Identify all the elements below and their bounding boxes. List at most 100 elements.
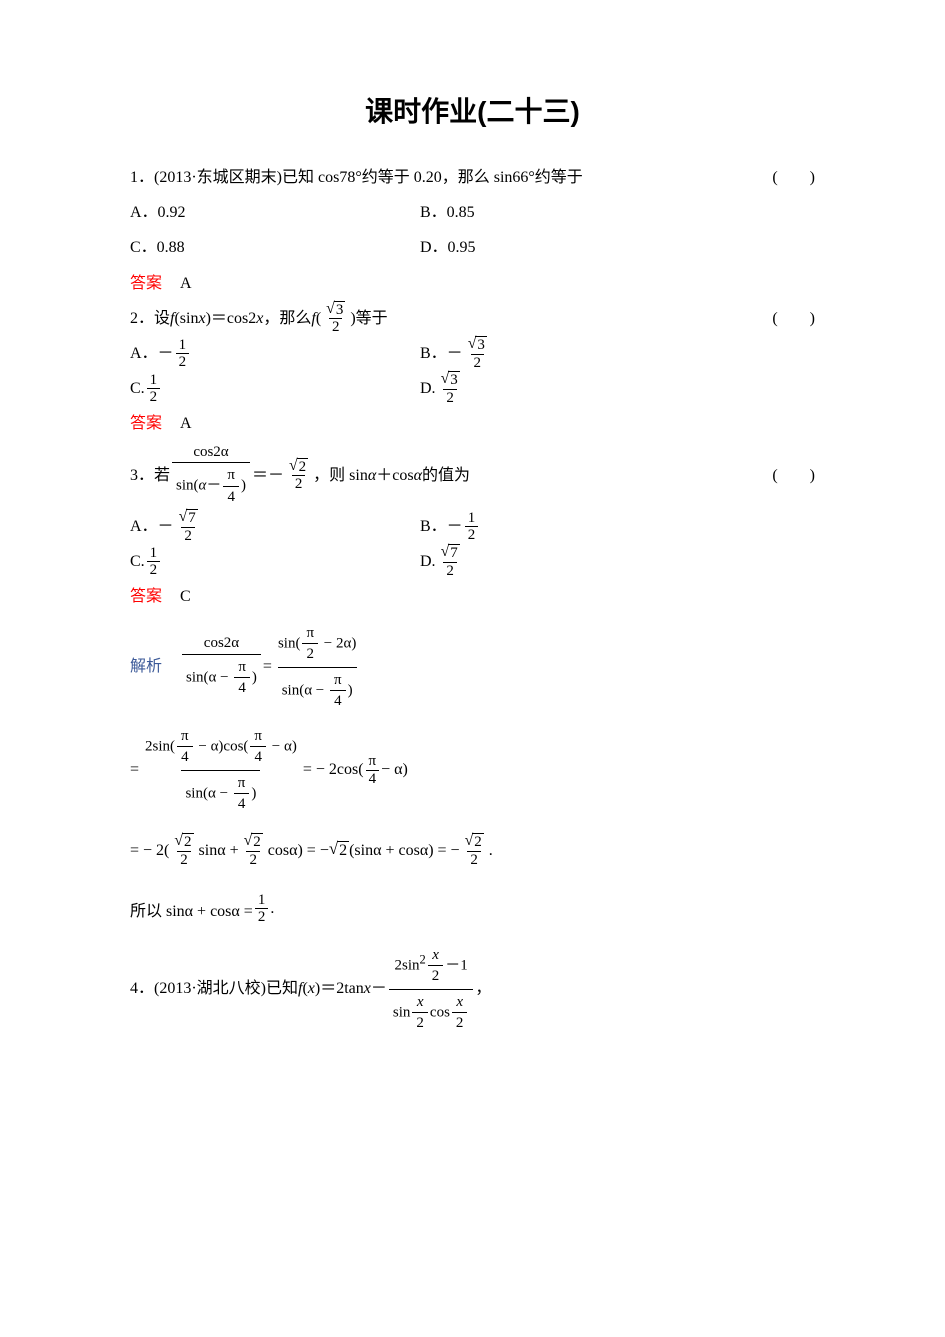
q4-num-pre: 2sin	[395, 957, 420, 973]
q3-lhs-den-minus: －	[206, 477, 221, 493]
q2-optD-sqrt: 3	[448, 371, 460, 389]
q3-optA-sqrt: 7	[186, 509, 198, 527]
q3-s2-num-2sin: 2sin(	[145, 738, 175, 754]
q2-t2: (sin	[174, 301, 198, 336]
q3-s2-num-4b: 4	[250, 746, 266, 768]
q4-stem: 4．(2013·湖北八校)已知 f ( x )＝2tan x － 2sin2x2…	[130, 943, 815, 1036]
q3-lhs-num: cos2α	[189, 442, 232, 463]
q3-s1-rnum-2: 2	[302, 643, 318, 665]
q4-num-sup: 2	[420, 952, 426, 966]
q3-s2-num-pi1: π	[177, 726, 193, 747]
q1-stem: 1．(2013·东城区期末)已知 cos78°约等于 0.20，那么 sin66…	[130, 160, 815, 195]
q2-stem: 2．设 f (sin x )＝cos2 x ，那么 f ( √3 2 )等于 (…	[130, 301, 815, 336]
q3-optA-den: 2	[181, 527, 195, 545]
q3-pre: 3．若	[130, 458, 170, 493]
q3-optC-den: 2	[147, 561, 161, 579]
q2-optA-pre: A．－	[130, 336, 174, 371]
q4-pre: 4．(2013·湖北八校)已知	[130, 971, 298, 1006]
q1-answer: 答案 A	[130, 266, 815, 301]
q3-s3-sina: sinα +	[199, 842, 239, 860]
q3-s2-eq: =	[130, 761, 139, 779]
q3-rhs-den: 2	[292, 475, 306, 493]
q3-s1-rden-r: )	[348, 682, 353, 698]
q3-paren: ( )	[772, 458, 815, 493]
q3-s1-rden-pi: π	[330, 670, 346, 691]
q4-num-post: －1	[445, 957, 468, 973]
q1-paren: ( )	[772, 160, 815, 195]
q4-minus: －	[371, 971, 387, 1006]
q2-t1: 2．设	[130, 301, 170, 336]
q3-a1: α	[368, 458, 376, 493]
answer-label: 答案	[130, 579, 162, 614]
q3-s3-sqrt2a: 2	[182, 833, 194, 851]
q3-s3-sqrt2c: 2	[337, 841, 349, 860]
q3-explain-s2: = 2sin(π4 − α)cos(π4 − α) sin(α − π4) = …	[130, 724, 815, 817]
q2-paren: ( )	[772, 301, 815, 336]
q3-rhs-sqrt: 2	[297, 458, 309, 476]
q3-optC-pre: C.	[130, 544, 145, 579]
q3-s3-den2b: 2	[246, 851, 260, 869]
explain-label: 解析	[130, 649, 162, 684]
q3-s1-lden-pi: π	[234, 657, 250, 678]
q3-lhs-den-pi: π	[223, 465, 239, 486]
q3-s1-rnum-sin: sin(	[278, 635, 301, 651]
q3-s1-lden-r: )	[252, 669, 257, 685]
q2-optC-pre: C.	[130, 371, 145, 406]
q3-s2-num-mid: − α)cos(	[195, 738, 249, 754]
q4-den-sin: sin	[393, 1004, 411, 1020]
q3-s1-lden-4: 4	[234, 677, 250, 699]
q4-x2: x	[364, 971, 371, 1006]
q3-s3-eq: = − 2(	[130, 842, 169, 860]
q3-optB-den: 2	[465, 526, 479, 544]
q3-s2-tail-r: − α)	[381, 761, 408, 779]
q2-options-row1: A．－ 12 B．－ √32	[130, 336, 815, 371]
q3-lhs-den-r: )	[241, 477, 246, 493]
q3-optD-pre: D.	[420, 544, 436, 579]
q4-tail: ，	[475, 971, 491, 1006]
q3-s1-lnum: cos2α	[200, 633, 243, 654]
q4-den-x1: x	[417, 994, 424, 1010]
q2-x2: x	[256, 301, 263, 336]
q3-eq: ＝－	[252, 458, 284, 493]
q4-r: )＝2tan	[315, 971, 364, 1006]
q2-optA: A．－ 12	[130, 336, 420, 371]
q3-s2-num-4a: 4	[177, 746, 193, 768]
q3-explain-s3: = − 2( √22 sinα + √22 cosα) = − √2 (sinα…	[130, 827, 815, 875]
q3-lhs-den-4: 4	[223, 486, 239, 508]
q3-lhs-den-sin: sin(	[176, 477, 199, 493]
q4-den-cos: cos	[430, 1004, 450, 1020]
q2-rp: )等于	[350, 301, 387, 336]
q3-s1-eq: =	[263, 649, 272, 684]
q2-t3: )＝cos2	[206, 301, 257, 336]
q3-s4-num: 1	[255, 892, 269, 909]
q2-optB-den: 2	[471, 354, 485, 372]
q3-explain-s4: 所以 sinα + cosα = 12 .	[130, 885, 815, 933]
q4-den-2a: 2	[412, 1012, 428, 1034]
q3-optA: A．－ √72	[130, 509, 420, 544]
q2-sqrt3: 3	[334, 301, 346, 319]
q3-optD-sqrt: 7	[448, 544, 460, 562]
q3-optD: D. √72	[420, 544, 710, 579]
q3-stem: 3．若 cos2α sin(α－π4) ＝－ √22 ，则 sinα＋cosα …	[130, 442, 815, 510]
q3-plus: ＋cos	[376, 458, 413, 493]
q2-lp: (	[316, 301, 321, 336]
q2-t4: ，那么	[263, 301, 311, 336]
q3-s2-tail-pi: π	[366, 753, 380, 770]
q1-text: 1．(2013·东城区期末)已知 cos78°约等于 0.20，那么 sin66…	[130, 160, 583, 195]
q4-num-x: x	[432, 947, 439, 963]
q3-options-row2: C. 12 D. √72	[130, 544, 815, 579]
answer-label: 答案	[130, 266, 162, 301]
q3-s1-rnum-r: − 2α)	[320, 635, 356, 651]
q2-optB-pre: B．－	[420, 336, 463, 371]
q1-options-row2: C．0.88 D．0.95	[130, 230, 815, 265]
q3-s2-den-pi: π	[234, 773, 250, 794]
answer-label: 答案	[130, 406, 162, 441]
q3-s2-num-pi2: π	[250, 726, 266, 747]
q2-options-row2: C. 12 D. √32	[130, 371, 815, 406]
q1-optC: C．0.88	[130, 230, 420, 265]
q3-explain-s1: 解析 cos2α sin(α − π4) = sin(π2 − 2α) sin(…	[130, 621, 815, 714]
q3-s2-den-r: )	[251, 785, 256, 801]
q4-x1: x	[308, 971, 315, 1006]
q2-answer-value: A	[180, 406, 192, 441]
q3-s1-rnum-pi: π	[302, 623, 318, 644]
